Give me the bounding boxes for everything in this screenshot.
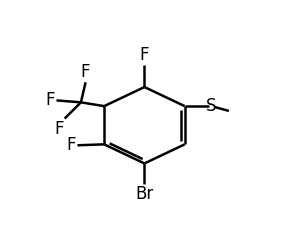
Text: F: F — [140, 46, 149, 64]
Text: S: S — [206, 97, 217, 115]
Text: Br: Br — [135, 186, 154, 203]
Text: F: F — [46, 92, 56, 109]
Text: F: F — [81, 63, 90, 81]
Text: F: F — [54, 120, 64, 137]
Text: F: F — [66, 136, 76, 154]
